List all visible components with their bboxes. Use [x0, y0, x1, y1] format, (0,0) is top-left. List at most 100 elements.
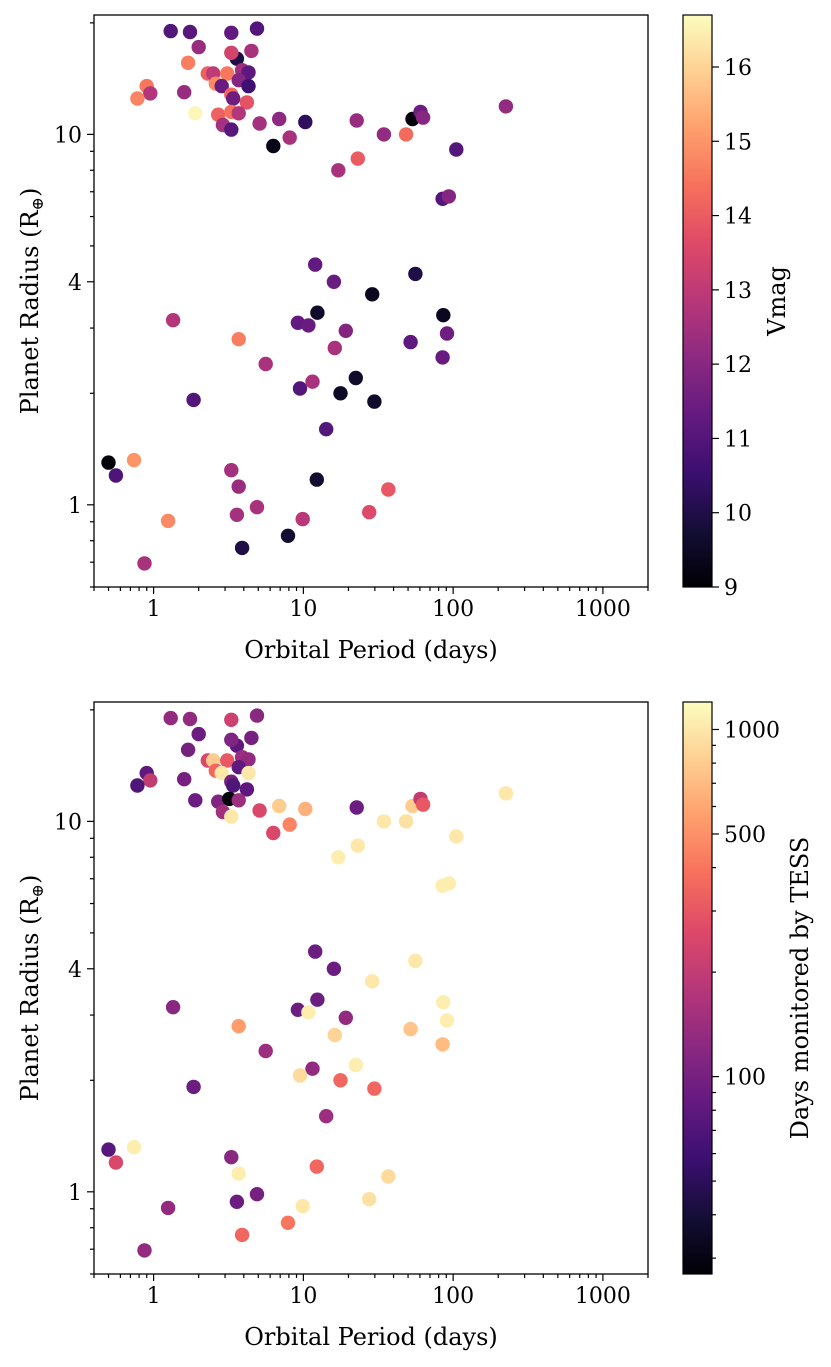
data-point — [241, 765, 256, 781]
plot-frame — [93, 14, 649, 588]
data-point — [249, 21, 265, 36]
data-point — [280, 1215, 296, 1231]
data-point — [177, 85, 192, 100]
plot-frame — [93, 701, 649, 1275]
data-point — [310, 992, 325, 1007]
data-point — [188, 793, 203, 808]
data-point — [108, 468, 124, 483]
data-point — [143, 773, 158, 788]
data-point — [126, 452, 142, 468]
data-point — [362, 1192, 377, 1207]
data-point — [309, 1159, 324, 1174]
data-point — [214, 78, 229, 94]
colorbar — [682, 701, 713, 1275]
colorbar — [682, 14, 713, 588]
data-point — [137, 1243, 152, 1258]
data-point — [234, 540, 250, 556]
data-point — [327, 340, 342, 356]
colorbar-ticks — [712, 66, 719, 588]
colorbar-tick-label: 11 — [724, 427, 752, 452]
x-tick-label: 100 — [432, 1284, 474, 1309]
data-point — [272, 798, 287, 814]
data-point — [376, 127, 392, 142]
y-tick-label: 4 — [68, 958, 82, 983]
data-point — [182, 24, 198, 40]
data-point — [182, 711, 198, 727]
data-point — [224, 463, 239, 478]
data-point — [333, 1073, 348, 1088]
data-point — [305, 374, 320, 389]
data-point — [241, 78, 256, 94]
data-point — [165, 1000, 181, 1015]
x-tick-label: 1000 — [575, 1284, 631, 1309]
data-point — [231, 332, 246, 347]
data-point — [226, 91, 241, 106]
colorbar-tick-label: 500 — [724, 823, 766, 848]
x-axis-label: Orbital Period (days) — [244, 636, 498, 664]
data-point — [362, 505, 377, 520]
data-points — [101, 708, 514, 1258]
data-point — [381, 482, 396, 497]
chart-panel-days-monitored: 1 10 100 1000 1 4 10 Orbital Period (day… — [16, 701, 814, 1351]
data-point — [435, 350, 450, 365]
data-point — [234, 1227, 250, 1243]
data-point — [282, 817, 297, 832]
data-point — [252, 803, 267, 818]
y-tick-label: 10 — [54, 123, 82, 148]
data-point — [301, 318, 316, 333]
chart-panel-vmag: 1 10 100 1000 1 4 10 Orbital Period (day… — [16, 14, 791, 664]
colorbar-tick-label: 14 — [724, 205, 752, 230]
data-point — [130, 778, 145, 793]
data-point — [338, 323, 353, 338]
data-point — [381, 1169, 396, 1184]
y-tick-label: 1 — [68, 1181, 82, 1206]
data-point — [108, 1155, 124, 1170]
x-tick-label: 1 — [147, 597, 161, 622]
data-point — [408, 953, 423, 969]
colorbar-ticks — [712, 728, 719, 1259]
data-point — [231, 793, 246, 808]
data-point — [266, 138, 281, 154]
x-axis-ticks — [93, 1274, 649, 1281]
data-point — [350, 838, 365, 853]
data-point — [298, 114, 313, 130]
data-point — [308, 944, 323, 959]
data-point — [295, 511, 310, 527]
data-point — [191, 726, 206, 742]
data-point — [308, 257, 323, 272]
data-point — [224, 45, 239, 60]
x-tick-label: 1000 — [575, 597, 631, 622]
data-point — [298, 801, 313, 817]
data-point — [224, 25, 239, 40]
data-point — [449, 829, 464, 844]
data-point — [186, 392, 201, 408]
colorbar-tick-label: 13 — [724, 279, 752, 304]
data-point — [188, 106, 203, 121]
data-point — [441, 876, 456, 891]
data-point — [191, 39, 206, 55]
data-point — [249, 708, 265, 723]
data-point — [350, 151, 365, 166]
data-point — [403, 1021, 418, 1037]
data-point — [449, 142, 464, 157]
data-point — [415, 797, 431, 812]
data-point — [415, 110, 431, 125]
data-point — [224, 809, 239, 824]
x-tick-label: 10 — [289, 597, 317, 622]
data-point — [244, 43, 259, 59]
x-axis-ticks — [93, 587, 649, 594]
data-point — [319, 1109, 334, 1124]
data-point — [229, 1194, 245, 1210]
data-point — [398, 127, 414, 142]
data-point — [163, 710, 178, 726]
y-axis-label: Planet Radius (R⊕) — [16, 875, 47, 1102]
data-point — [258, 356, 273, 372]
data-point — [239, 95, 255, 110]
data-point — [435, 1037, 450, 1052]
data-point — [331, 850, 346, 865]
data-point — [143, 86, 158, 101]
data-point — [229, 507, 245, 522]
data-point — [101, 1142, 116, 1157]
data-point — [231, 106, 246, 121]
data-point — [498, 786, 514, 801]
